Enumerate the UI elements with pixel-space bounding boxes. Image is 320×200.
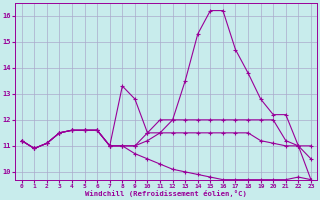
X-axis label: Windchill (Refroidissement éolien,°C): Windchill (Refroidissement éolien,°C) — [85, 190, 247, 197]
